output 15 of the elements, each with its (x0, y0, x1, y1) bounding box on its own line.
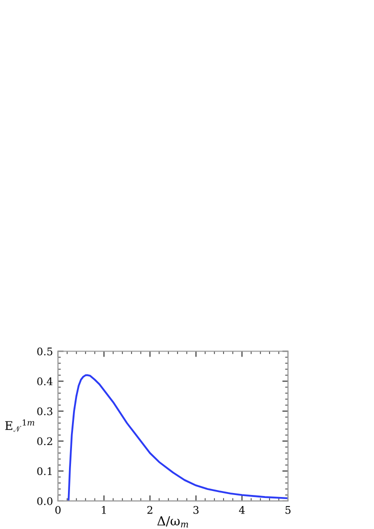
x-tick-label: 3 (193, 506, 199, 514)
y-tick-label: 0.3 (37, 407, 52, 416)
x-tick-label: 4 (238, 506, 245, 514)
line-series (68, 374, 288, 501)
x-tick-label: 0 (55, 506, 61, 514)
y-axis-title: E$_{𝒩}$$^{1m}$ (5, 419, 34, 432)
x-tick-label: 5 (286, 506, 290, 514)
y-tick-label: 0.4 (37, 377, 53, 386)
x-axis-title: Δ/ω$_{m}$ (157, 516, 188, 528)
y-tick-label: 0.5 (37, 347, 52, 356)
y-tick-label: 0.1 (37, 467, 52, 476)
x-tick-label: 1 (102, 506, 106, 514)
y-tick-label: 0.0 (37, 497, 52, 506)
y-tick-label: 0.2 (37, 437, 52, 446)
x-tick-label: 2 (147, 506, 152, 514)
